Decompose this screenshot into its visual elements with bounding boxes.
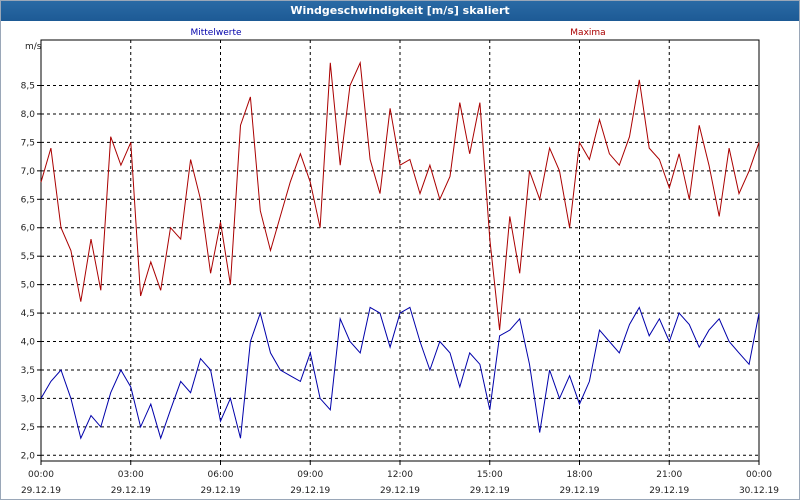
y-tick-label: 5,5: [21, 252, 35, 262]
y-tick-label: 2,5: [21, 423, 35, 433]
x-tick-time: 06:00: [208, 470, 234, 480]
x-tick-date: 29.12.19: [470, 486, 510, 496]
y-tick-label: 4,0: [21, 338, 36, 348]
y-tick-label: 6,0: [21, 224, 36, 234]
x-tick-date: 29.12.19: [290, 486, 330, 496]
legend-maxima: Maxima: [570, 28, 605, 38]
x-tick-date: 29.12.19: [200, 486, 240, 496]
x-tick-time: 18:00: [567, 470, 593, 480]
x-tick-date: 29.12.19: [380, 486, 420, 496]
y-tick-label: 8,5: [21, 82, 35, 92]
x-tick-time: 03:00: [118, 470, 144, 480]
series-line-mittelwerte: [40, 306, 760, 440]
legend-mittelwerte: Mittelwerte: [190, 28, 241, 38]
x-tick-time: 00:00: [28, 470, 54, 480]
y-tick-label: 7,5: [21, 138, 35, 148]
y-tick-label: 2,0: [21, 451, 36, 461]
y-tick-label: 3,0: [21, 394, 36, 404]
y-axis-label: m/s: [25, 42, 42, 52]
y-tick-label: 3,5: [21, 366, 35, 376]
x-tick-time: 09:00: [297, 470, 323, 480]
x-tick-time: 15:00: [477, 470, 503, 480]
y-tick-label: 4,5: [21, 309, 35, 319]
x-tick-date: 29.12.19: [649, 486, 689, 496]
series-line-maxima: [40, 60, 760, 331]
x-tick-time: 21:00: [656, 470, 682, 480]
y-tick-label: 7,0: [21, 167, 36, 177]
x-tick-date: 29.12.19: [111, 486, 151, 496]
x-tick-time: 12:00: [387, 470, 413, 480]
x-tick-date: 29.12.19: [21, 486, 61, 496]
y-tick-label: 6,5: [21, 195, 35, 205]
x-tick-date: 30.12.19: [739, 486, 779, 496]
window-title: Windgeschwindigkeit [m/s] skaliert: [1, 1, 799, 21]
x-tick-date: 29.12.19: [559, 486, 599, 496]
y-tick-label: 5,0: [21, 281, 36, 291]
y-tick-label: 8,0: [21, 110, 36, 120]
x-tick-time: 00:00: [746, 470, 772, 480]
